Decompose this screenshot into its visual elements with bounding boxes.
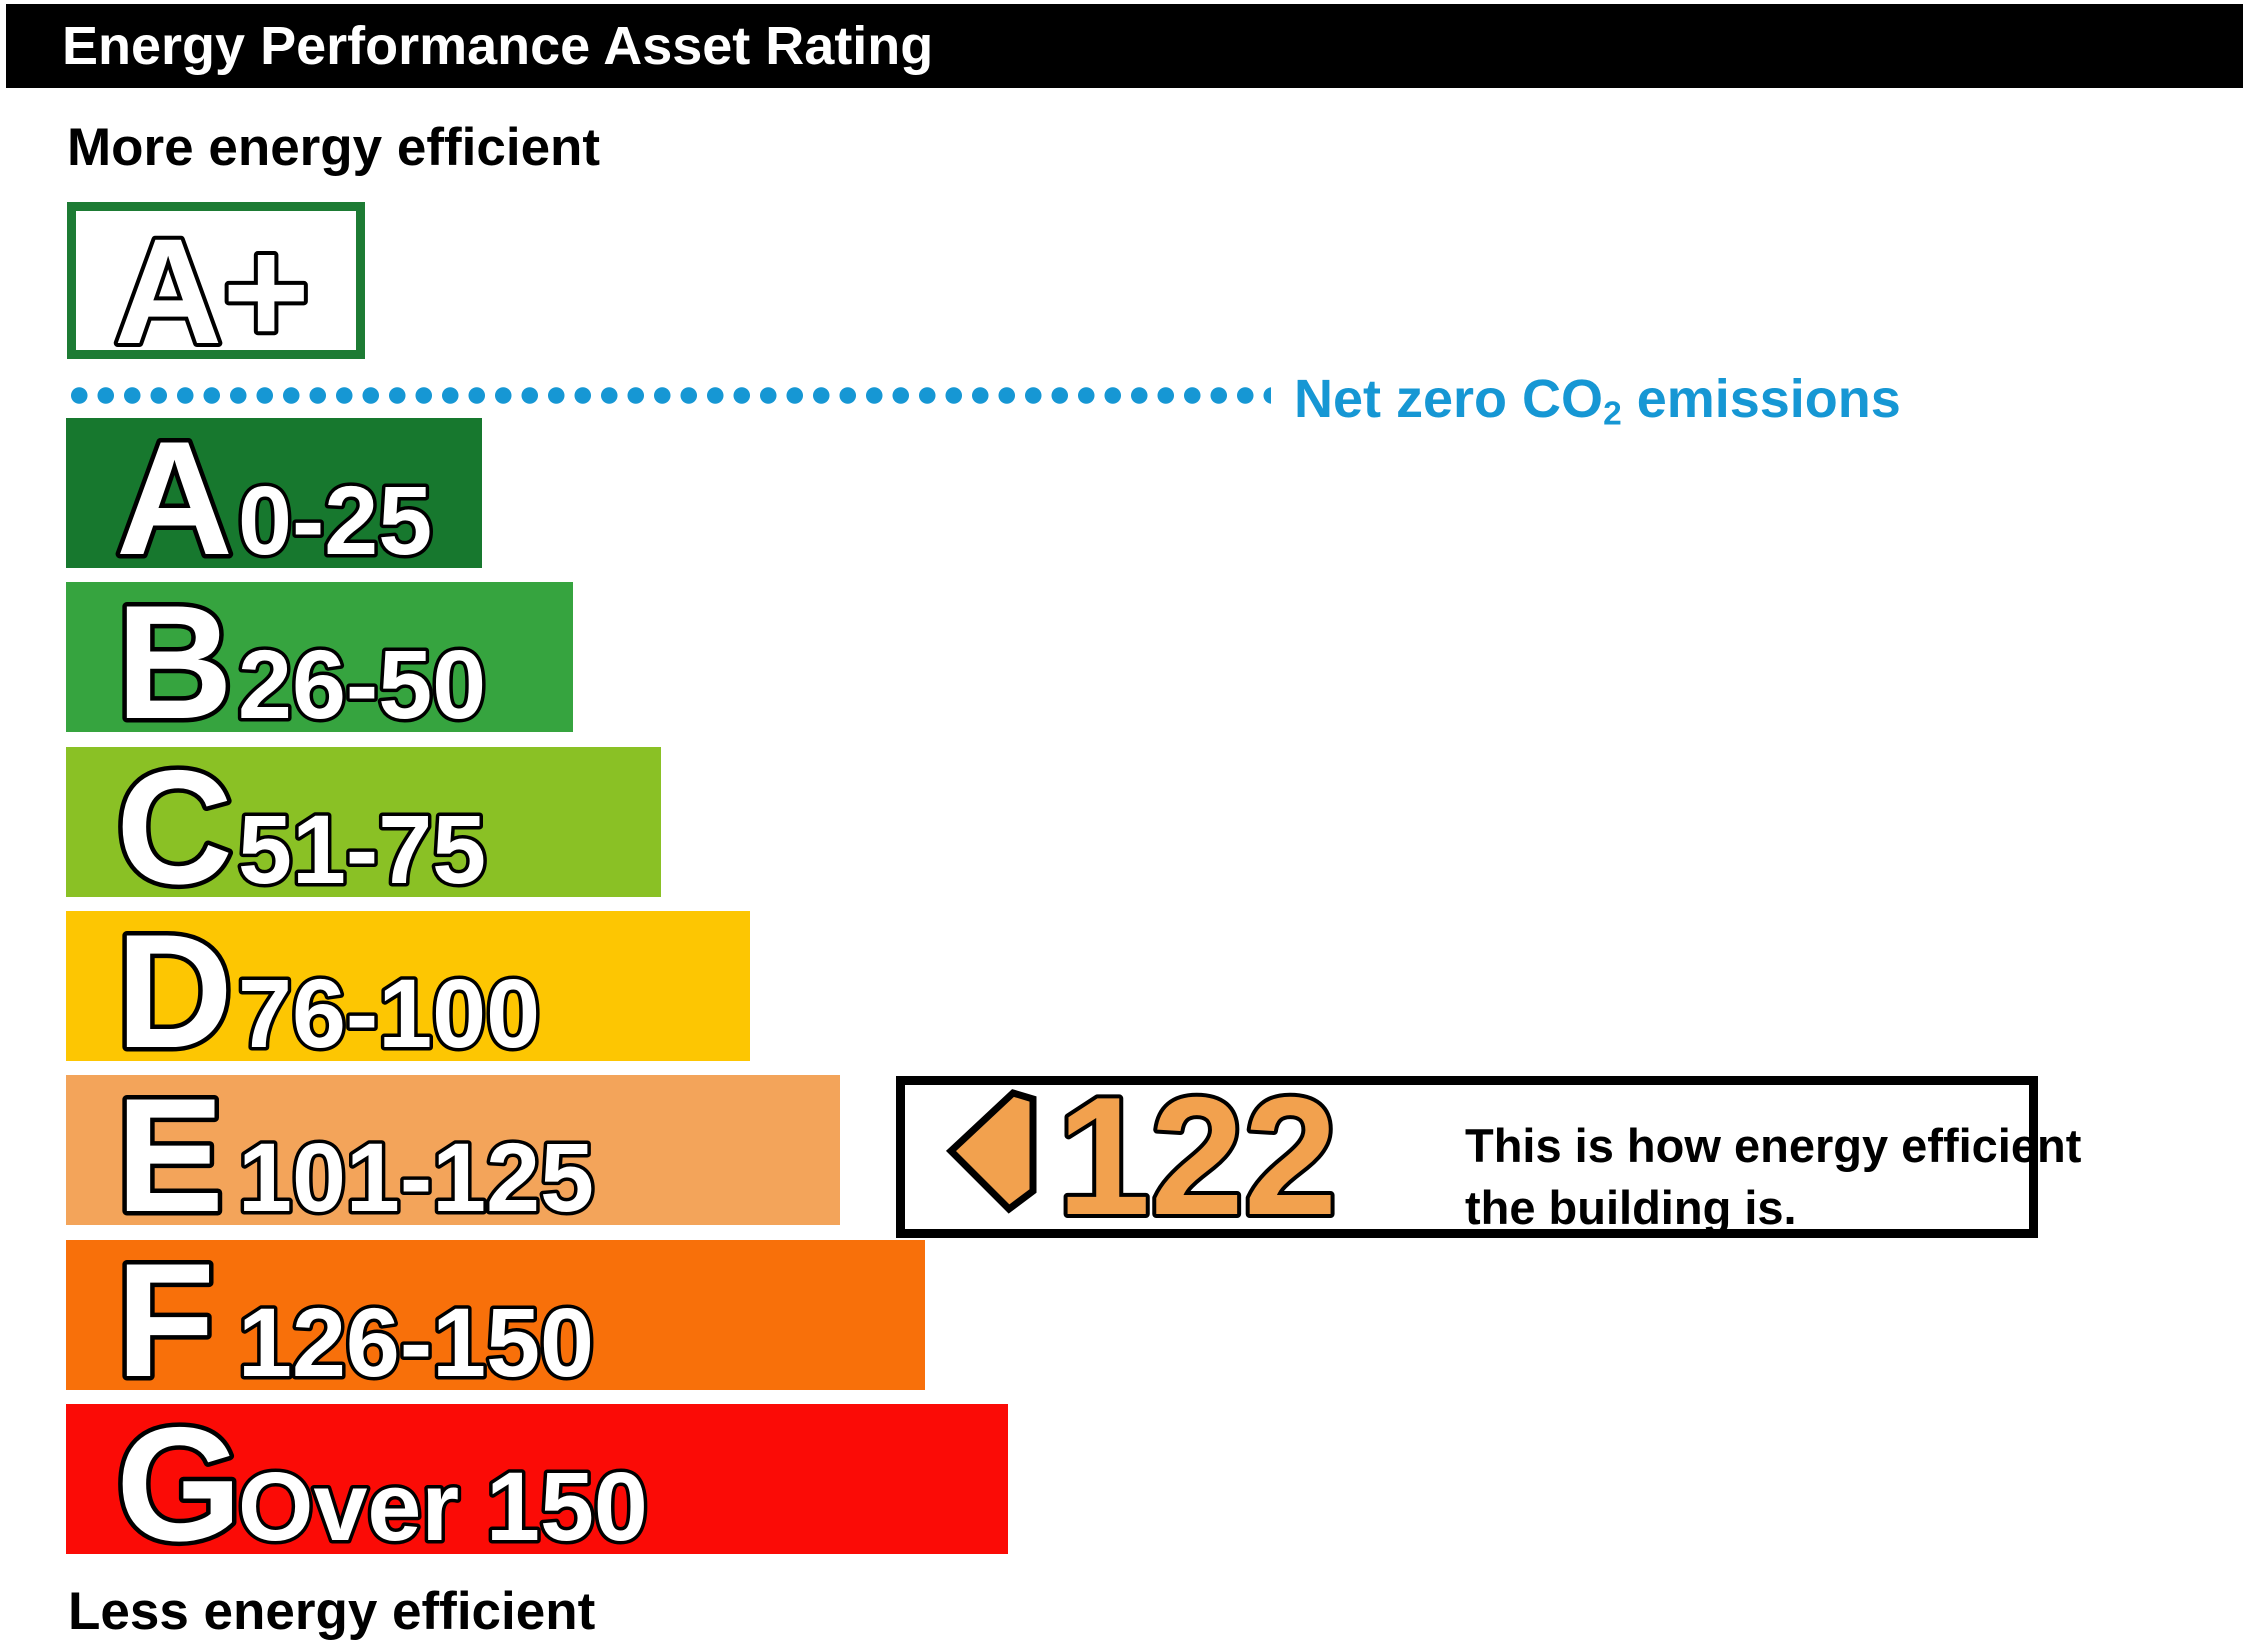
band-row-f: F 126-150 bbox=[66, 1226, 925, 1416]
net-zero-text: Net zero CO bbox=[1294, 369, 1604, 429]
rating-indicator-box: 122 This is how energy efficient the bui… bbox=[896, 1076, 2081, 1238]
band-row-b: B 26-50 bbox=[66, 568, 573, 758]
band-row-e: E 101-125 bbox=[66, 1061, 840, 1251]
band-letter: F bbox=[116, 1230, 215, 1411]
band-range: 26-50 bbox=[238, 630, 486, 739]
band-letter: B bbox=[116, 572, 233, 753]
band-range: 126-150 bbox=[238, 1288, 594, 1397]
less-efficient-label: Less energy efficient bbox=[68, 1582, 596, 1641]
band-row-g: G Over 150 bbox=[66, 1390, 1008, 1580]
net-zero-text-suffix: emissions bbox=[1621, 369, 1901, 429]
band-row-a: A 0-25 bbox=[66, 404, 482, 594]
band-range: 0-25 bbox=[238, 466, 432, 575]
band-range: 101-125 bbox=[238, 1123, 594, 1232]
rating-value: 122 bbox=[1057, 1085, 1337, 1229]
net-zero-dotted-line bbox=[66, 387, 1271, 404]
left-arrow-icon bbox=[945, 1089, 1037, 1214]
band-letter: A bbox=[116, 408, 233, 589]
band-letter: C bbox=[116, 737, 233, 918]
band-letter: E bbox=[116, 1065, 224, 1246]
band-letter: G bbox=[116, 1394, 242, 1575]
rating-caption: This is how energy efficient the buildin… bbox=[1465, 1115, 2081, 1239]
net-zero-label: Net zero CO2 emissions bbox=[1294, 368, 1901, 433]
a-plus-text: A+ bbox=[114, 207, 310, 375]
rating-indicator-graphic: 122 bbox=[945, 1085, 1341, 1229]
band-range: 76-100 bbox=[238, 959, 540, 1068]
band-range: 51-75 bbox=[238, 795, 486, 904]
rating-caption-line1: This is how energy efficient bbox=[1465, 1119, 2082, 1172]
net-zero-subscript: 2 bbox=[1603, 395, 1622, 433]
rating-caption-line2: the building is. bbox=[1465, 1181, 1797, 1234]
a-plus-glyph: A+ bbox=[110, 203, 314, 379]
band-letter: D bbox=[116, 901, 233, 1082]
band-row-c: C 51-75 bbox=[66, 733, 661, 923]
band-range: Over 150 bbox=[238, 1452, 648, 1561]
band-row-d: D 76-100 bbox=[66, 897, 750, 1087]
band-a-plus: A+ bbox=[67, 202, 365, 379]
header-bar: Energy Performance Asset Rating bbox=[6, 4, 2243, 88]
more-efficient-label: More energy efficient bbox=[67, 118, 601, 177]
page-title: Energy Performance Asset Rating bbox=[62, 16, 934, 76]
